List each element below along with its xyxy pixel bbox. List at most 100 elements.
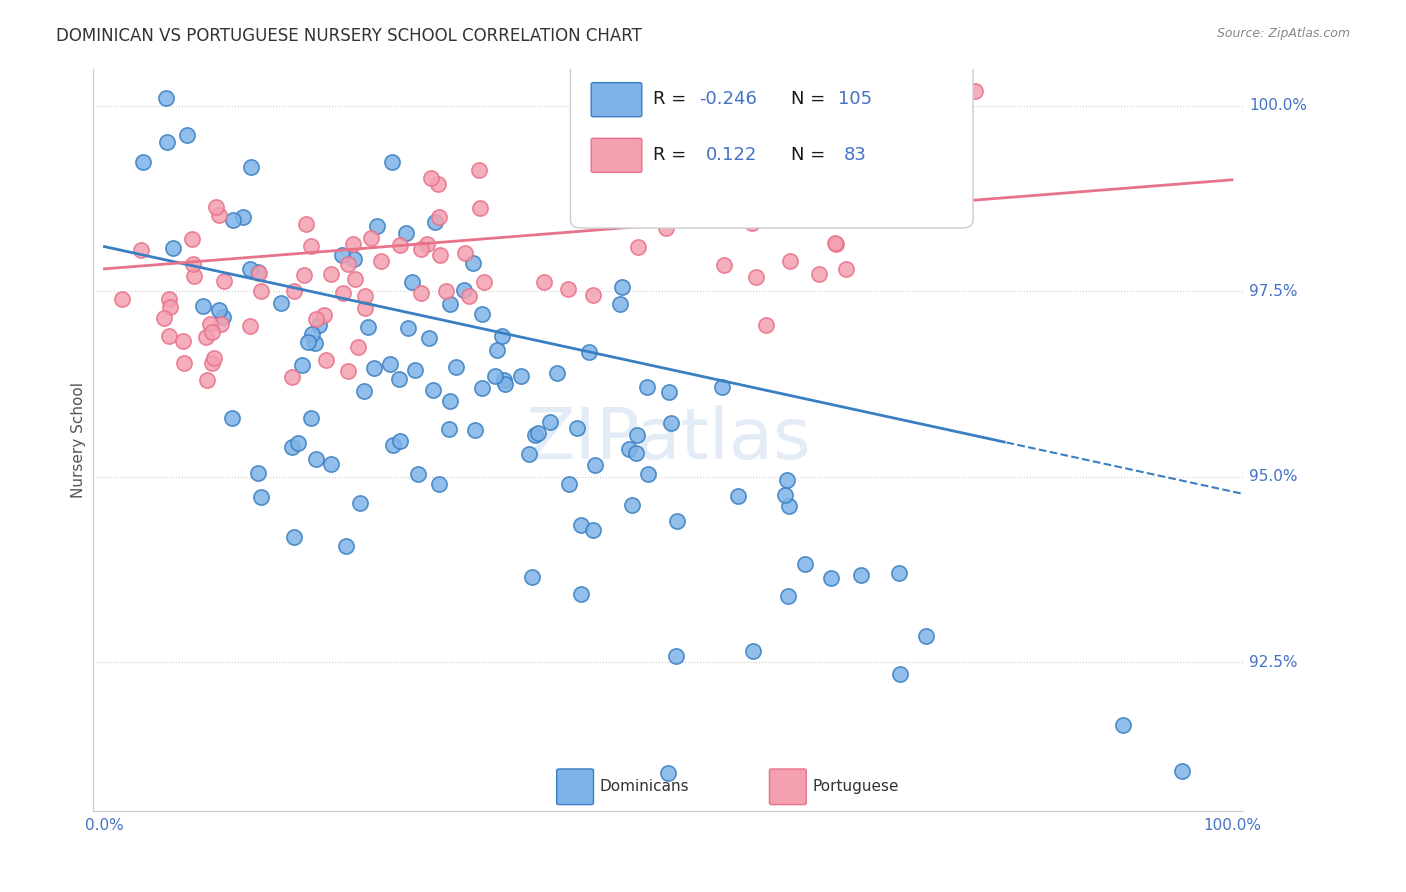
Point [395,227,418,241]
Point [239,318,262,333]
Point [401,275,423,289]
Point [825,237,848,252]
Point [755,318,778,332]
Point [581,524,603,538]
Point [250,284,273,298]
Point [202,351,225,366]
Point [710,380,733,394]
Point [299,239,322,253]
Point [198,318,221,332]
Point [180,232,202,246]
Point [378,357,401,371]
Point [131,243,153,257]
Point [281,369,304,384]
Point [406,467,429,481]
Point [162,241,184,255]
Point [636,380,658,394]
Point [841,191,863,205]
Point [527,425,550,440]
Point [183,269,205,284]
Point [176,128,198,142]
Point [778,500,800,514]
FancyBboxPatch shape [591,138,641,172]
Point [794,558,817,572]
Point [453,245,475,260]
Point [1171,764,1194,779]
Point [157,292,180,306]
Point [775,487,797,501]
Point [776,473,799,487]
Text: N =: N = [792,90,831,108]
Point [484,368,506,383]
Point [319,267,342,281]
Text: N =: N = [792,145,831,163]
Point [461,256,484,270]
Point [727,489,749,503]
Point [193,299,215,313]
Point [453,284,475,298]
Point [173,355,195,369]
Point [422,383,444,397]
Point [353,384,375,398]
Text: 100.0%: 100.0% [1249,98,1308,113]
Point [281,440,304,454]
Point [439,297,461,311]
Point [354,289,377,303]
Point [337,364,360,378]
Point [247,266,270,280]
Point [641,148,664,162]
Point [713,258,735,272]
Point [627,240,650,254]
Point [194,330,217,344]
Point [357,319,380,334]
Point [332,286,354,301]
Text: 83: 83 [844,145,868,163]
Point [778,590,800,604]
Point [655,220,678,235]
Point [657,766,679,780]
Point [305,312,328,326]
Point [679,154,702,169]
Point [153,311,176,326]
Point [444,359,467,374]
Point [666,515,689,529]
Text: 97.5%: 97.5% [1249,284,1298,299]
Point [523,428,546,442]
Text: R =: R = [654,145,692,163]
Point [246,265,269,279]
Point [468,202,491,216]
Point [609,296,631,310]
Point [824,236,846,251]
Point [396,321,419,335]
Point [381,154,404,169]
Text: 92.5%: 92.5% [1249,655,1298,670]
Point [517,447,540,461]
Point [492,373,515,387]
Point [578,158,600,172]
Point [297,335,319,350]
Point [283,285,305,299]
Point [304,335,326,350]
Point [567,137,589,152]
Point [411,242,433,256]
Point [471,307,494,321]
FancyBboxPatch shape [591,83,641,117]
Text: 95.0%: 95.0% [1249,469,1298,484]
Point [569,517,592,532]
Point [637,467,659,482]
Point [195,373,218,387]
Point [363,361,385,376]
Point [617,442,640,456]
Point [420,171,443,186]
Point [713,163,735,178]
Point [624,446,647,460]
Point [232,211,254,225]
Point [299,410,322,425]
Point [741,644,763,658]
Point [820,571,842,585]
Point [567,421,589,435]
Point [335,540,357,554]
Point [915,629,938,643]
Point [212,310,235,325]
Point [283,530,305,544]
